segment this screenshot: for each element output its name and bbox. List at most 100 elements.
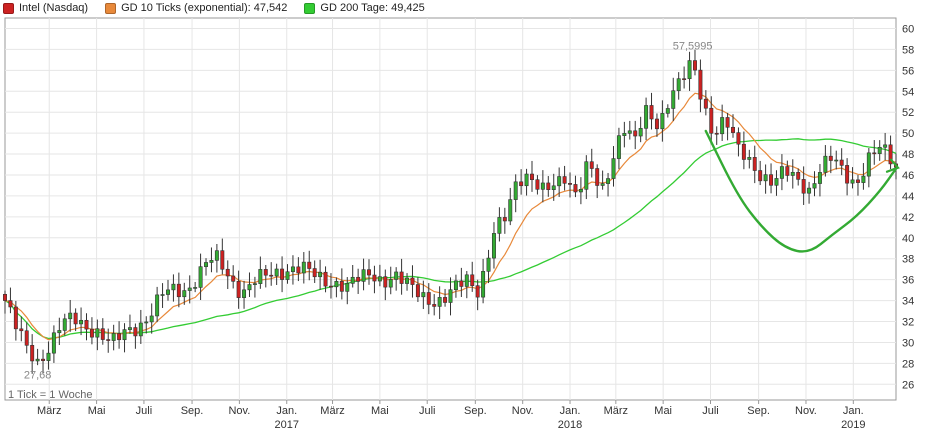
y-tick-label: 36 (902, 275, 914, 287)
candle-body (263, 269, 268, 276)
candle-body (35, 358, 40, 362)
candle-body (242, 289, 247, 298)
candle-body (394, 271, 399, 280)
candle-body (405, 277, 410, 284)
candle-body (220, 250, 225, 270)
candle-body (801, 179, 806, 194)
candle-body (258, 269, 263, 284)
grid-lines (4, 17, 897, 404)
candle-body (30, 345, 35, 362)
candle-body (633, 130, 638, 137)
candle-body (774, 178, 779, 186)
x-tick-label: Sep. (181, 405, 204, 417)
candle-body (714, 132, 719, 135)
candle-body (763, 174, 768, 182)
candle-body (209, 260, 214, 263)
candle-body (595, 168, 600, 186)
candle-body (182, 290, 187, 298)
x-tick-label: Nov. (512, 405, 534, 417)
x-tick-label: Nov. (795, 405, 817, 417)
candle-body (616, 135, 621, 159)
candle-body (448, 289, 453, 303)
candle-body (557, 176, 562, 187)
candle-body (703, 98, 708, 109)
legend-item-sma[interactable]: GD 200 Tage: 49,425 (301, 2, 425, 14)
x-tick-label: Sep. (464, 405, 487, 417)
candle-body (654, 118, 659, 130)
candle-body (611, 158, 616, 179)
y-tick-label: 28 (902, 358, 914, 370)
candle-body (231, 275, 236, 282)
candle-body (464, 274, 469, 287)
candle-body (301, 261, 306, 274)
candle-body (839, 159, 844, 166)
candle-body (540, 182, 545, 190)
candle-body (578, 189, 583, 193)
x-tick-year: 2018 (558, 419, 582, 431)
candle-body (508, 199, 513, 222)
candle-body (790, 171, 795, 176)
candle-body (682, 78, 687, 80)
candle-body (562, 176, 567, 184)
candle-body (388, 279, 393, 288)
candle-body (475, 285, 480, 298)
candle-body (573, 184, 578, 193)
candle-body (530, 173, 534, 181)
candle-body (524, 173, 529, 187)
candle-body (46, 352, 51, 361)
candle-body (117, 333, 122, 341)
y-tick-label: 46 (902, 170, 914, 182)
candle-body (665, 108, 670, 114)
y-tick-label: 52 (902, 107, 914, 119)
x-axis-ticks: März Mai Juli Sep. Nov. Jan. 2017 März Mai Juli Se… (37, 405, 866, 431)
candle-body (769, 174, 774, 186)
candle-body (622, 133, 627, 136)
legend-swatch-sma (304, 2, 316, 14)
candle-body (687, 60, 692, 80)
candle-body (57, 330, 62, 334)
candle-body (432, 304, 437, 307)
candle-body (785, 166, 790, 176)
candle-body (106, 339, 111, 341)
candle-body (166, 289, 170, 295)
candle-body (725, 117, 730, 128)
x-tick-label: Jan. (276, 405, 297, 417)
candle-body (100, 328, 105, 340)
candle-body (676, 78, 681, 92)
candle-body (296, 266, 301, 274)
candle-body (644, 105, 649, 129)
candle-body (855, 179, 860, 183)
y-tick-label: 26 (902, 379, 914, 391)
candle-body (8, 300, 13, 308)
candle-body (850, 179, 855, 184)
x-tick-label: Mai (654, 405, 672, 417)
candlestick-series (3, 49, 898, 374)
candle-body (252, 283, 257, 285)
candle-body (133, 327, 138, 337)
candle-body (589, 161, 594, 169)
annotation-label: 57,5995 (673, 41, 713, 53)
y-tick-label: 32 (902, 317, 914, 329)
candle-body (149, 315, 154, 323)
candle-body (345, 283, 350, 292)
y-tick-label: 50 (902, 128, 914, 140)
candle-body (491, 233, 496, 259)
candle-body (453, 280, 458, 291)
candle-body (758, 170, 763, 182)
candle-body (285, 271, 290, 280)
legend-item-ema[interactable]: GD 10 Ticks (exponential): 47,542 (102, 2, 287, 14)
candle-body (741, 143, 746, 160)
candle-body (214, 250, 219, 261)
y-tick-label: 44 (902, 191, 914, 203)
candle-body (339, 281, 344, 292)
candle-body (236, 281, 241, 298)
candle-body (600, 183, 605, 186)
chart-legend: Intel (Nasdaq) GD 10 Ticks (exponential)… (0, 0, 439, 16)
legend-item-intel[interactable]: Intel (Nasdaq) (0, 2, 88, 14)
candle-body (698, 69, 703, 100)
candle-body (671, 90, 676, 109)
x-tick-year: 2017 (274, 419, 298, 431)
candle-body (627, 130, 632, 134)
x-tick-label: Sep. (747, 405, 770, 417)
